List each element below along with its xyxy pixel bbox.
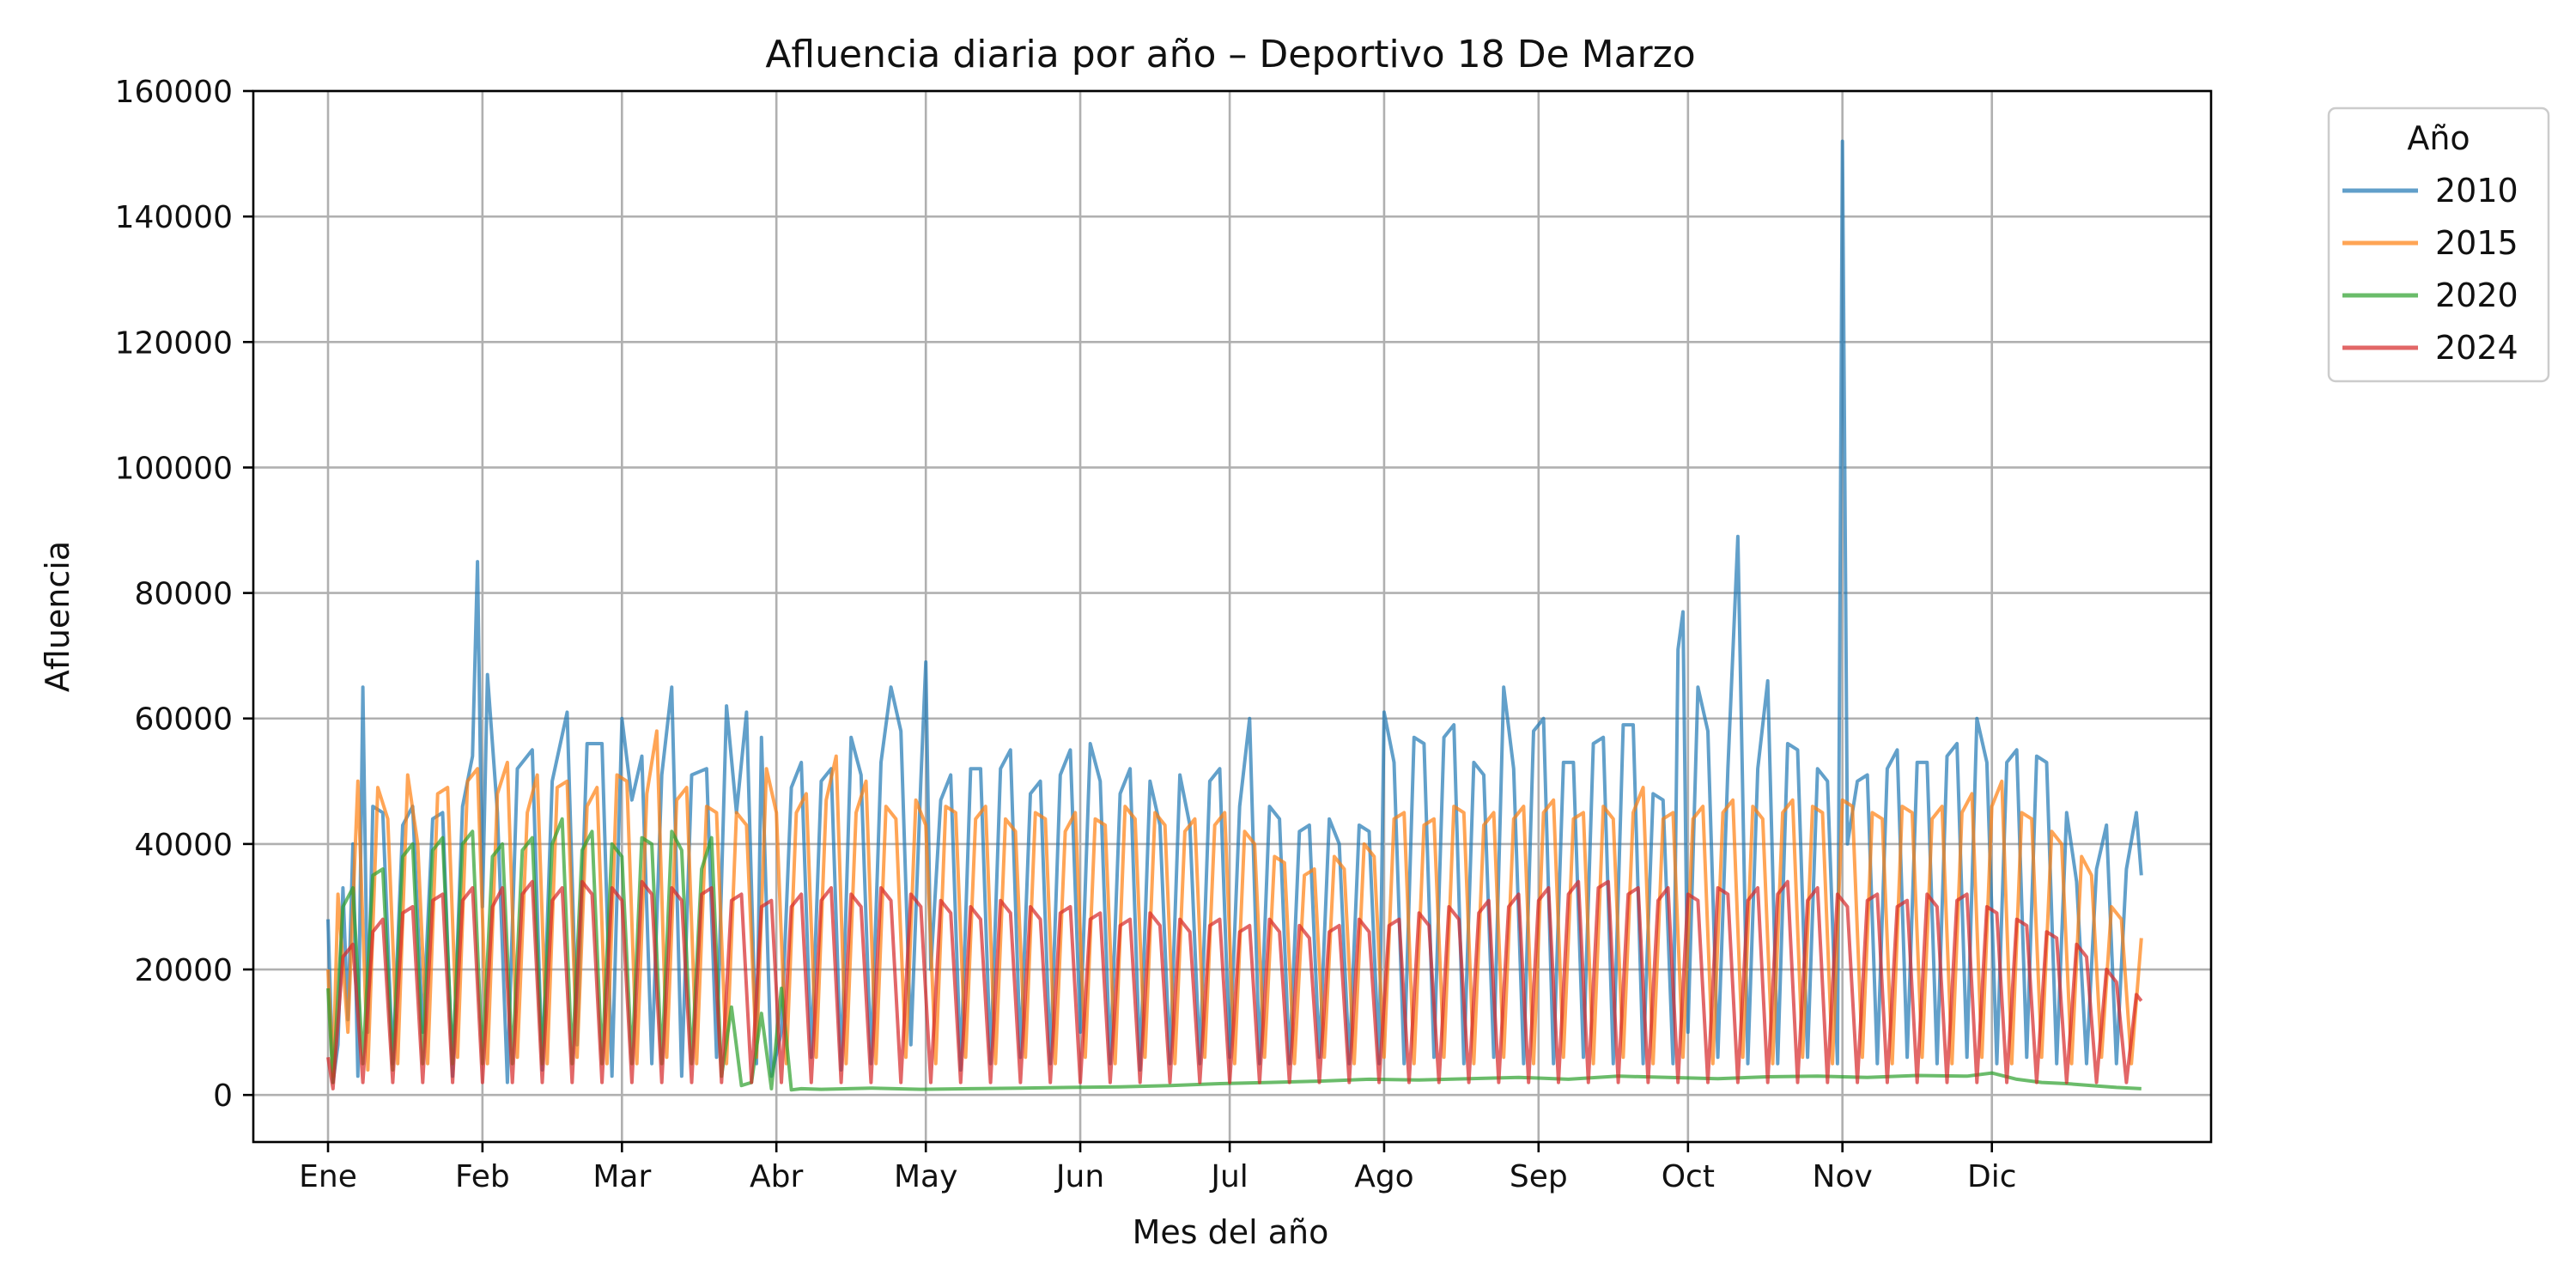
legend-box <box>2327 106 2550 383</box>
x-tick-label: May <box>894 1159 957 1194</box>
y-tick-label: 100000 <box>115 451 233 486</box>
x-tick-label: Feb <box>455 1159 510 1194</box>
x-tick-label: Jun <box>1054 1159 1104 1194</box>
axis-ticks: Ene Feb Mar Abr May Jun Jul Ago Sep Oct Nov Dic 0 200… <box>115 75 2017 1194</box>
grid-lines <box>253 89 2211 1142</box>
y-tick-label: 40000 <box>134 828 233 863</box>
y-tick-label: 20000 <box>134 953 233 988</box>
y-tick-label: 160000 <box>115 75 233 110</box>
x-tick-label: Nov <box>1813 1159 1873 1194</box>
y-tick-label: 60000 <box>134 702 233 738</box>
x-tick-label: Sep <box>1510 1159 1568 1194</box>
y-tick-label: 0 <box>213 1078 233 1114</box>
x-tick-label: Ene <box>299 1159 357 1194</box>
x-tick-label: Ago <box>1354 1159 1414 1194</box>
x-tick-label: Abr <box>750 1159 803 1194</box>
y-axis-label: Afluencia <box>39 541 76 692</box>
x-tick-label: Mar <box>592 1159 651 1194</box>
y-tick-label: 80000 <box>134 577 233 612</box>
x-tick-label: Dic <box>1967 1159 2017 1194</box>
legend: Año 2010 2015 2020 2024 <box>2327 106 2550 383</box>
legend-label-2010: 2010 <box>2435 172 2518 210</box>
plot-area <box>326 139 2143 1092</box>
legend-label-2015: 2015 <box>2435 224 2518 262</box>
y-tick-label: 120000 <box>115 325 233 361</box>
legend-label-2020: 2020 <box>2435 276 2518 314</box>
plot-frame <box>252 89 2213 1144</box>
series-line-2024 <box>326 879 2143 1091</box>
chart-title: Afluencia diaria por año – Deportivo 18 … <box>765 33 1695 76</box>
x-axis-label: Mes del año <box>1133 1213 1329 1251</box>
legend-title: Año <box>2407 119 2470 157</box>
x-tick-label: Oct <box>1662 1159 1715 1194</box>
legend-items: 2010 2015 2020 2024 <box>2342 172 2518 367</box>
y-tick-label: 140000 <box>115 200 233 235</box>
legend-label-2024: 2024 <box>2435 329 2518 367</box>
series-line-2015 <box>326 729 2143 1078</box>
x-tick-label: Jul <box>1209 1159 1248 1194</box>
